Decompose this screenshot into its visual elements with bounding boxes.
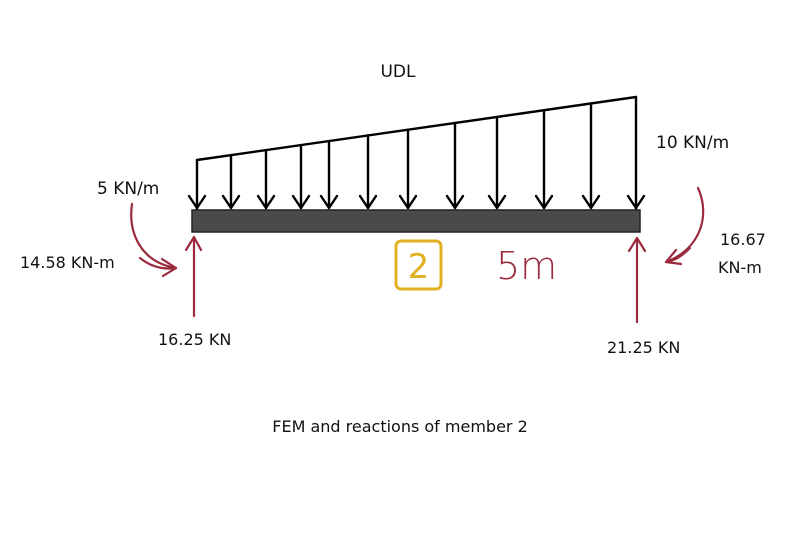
load-arrow-head-4 [319, 194, 339, 211]
load-arrow-head-2 [256, 194, 276, 211]
reaction-left-label: 16.25 KN [158, 330, 231, 349]
moment-right-arrow [664, 186, 705, 266]
load-top-line [195, 95, 638, 162]
load-edge-head-right [626, 194, 646, 211]
moment-left-arrow [130, 202, 178, 278]
beam-member [191, 209, 641, 233]
diagram-caption: FEM and reactions of member 2 [272, 417, 528, 436]
load-arrow-head-6 [398, 194, 418, 211]
load-arrow-head-5 [358, 194, 378, 211]
load-arrows [187, 102, 646, 211]
diagram-title: UDL [380, 62, 416, 82]
moment-left-label: 14.58 KN-m [20, 253, 115, 272]
load-arrow-head-7 [445, 194, 465, 211]
reaction-right-arrow [627, 236, 647, 324]
moment-right-unit: KN-m [718, 258, 762, 277]
reaction-left-arrow [184, 235, 203, 318]
load-right-label: 10 KN/m [656, 133, 729, 153]
load-arrow-head-10 [581, 194, 601, 211]
load-arrow-head-3 [291, 194, 311, 211]
reaction-right-label: 21.25 KN [607, 338, 680, 357]
load-arrow-head-9 [534, 194, 554, 211]
span-length-label: 5m [496, 244, 557, 288]
load-arrow-head-8 [487, 194, 507, 211]
moment-right-value: 16.67 [720, 230, 766, 249]
load-arrow-head-1 [221, 194, 241, 211]
member-tag-number: 2 [408, 247, 430, 287]
member-tag-box [394, 239, 443, 291]
load-left-label: 5 KN/m [97, 179, 159, 199]
load-edge-head-left [187, 194, 207, 211]
distributed-load [187, 95, 646, 212]
